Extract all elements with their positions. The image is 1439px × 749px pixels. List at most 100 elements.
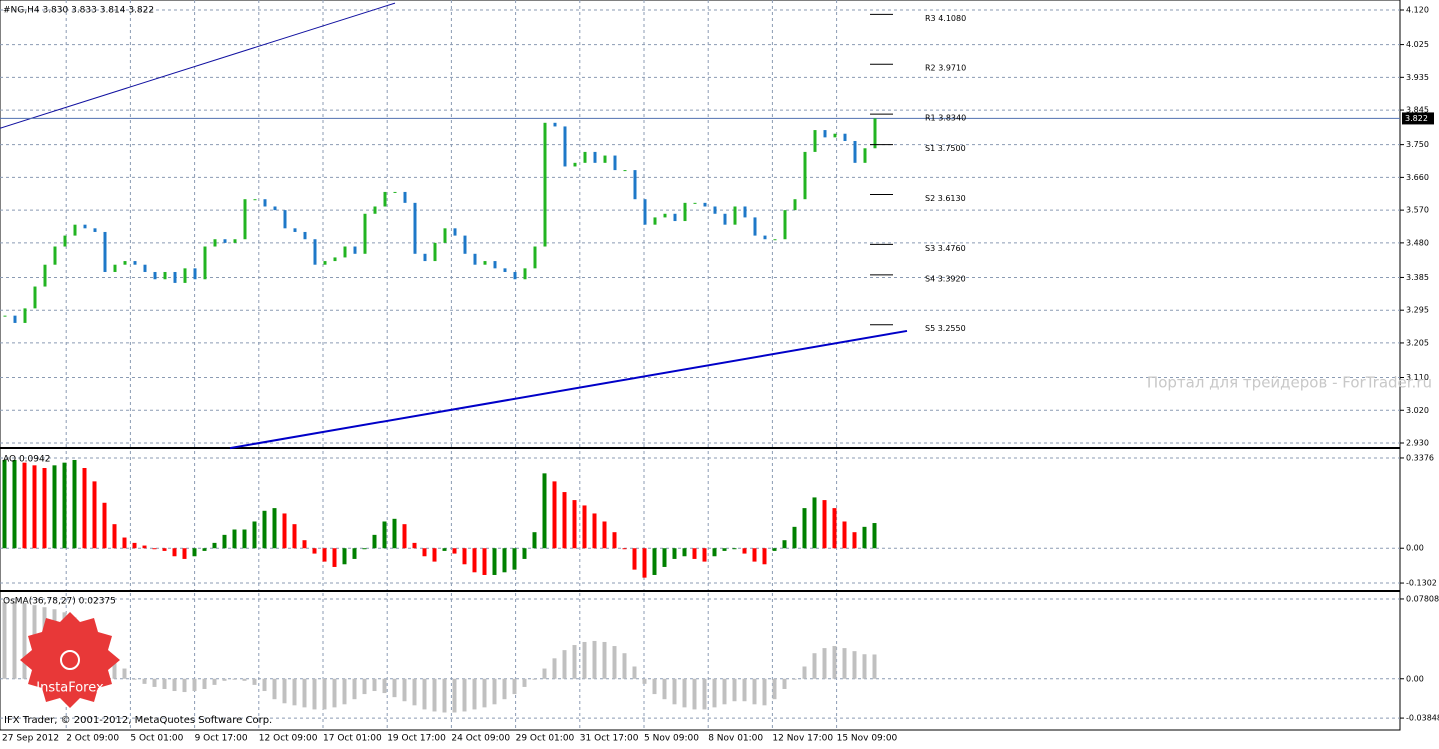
histogram-bar <box>2 459 7 549</box>
histogram-bar <box>612 532 617 549</box>
histogram-bar <box>532 532 537 549</box>
candle <box>423 253 427 262</box>
candle <box>683 202 687 222</box>
candle <box>33 286 37 309</box>
histogram-bar <box>802 508 807 549</box>
candle <box>133 261 137 265</box>
histogram-bar <box>572 500 577 549</box>
histogram-bar <box>642 678 647 684</box>
histogram-bar <box>682 548 687 557</box>
histogram-bar <box>242 678 247 681</box>
histogram-bar <box>542 473 547 549</box>
histogram-bar <box>342 678 347 705</box>
candle <box>383 191 387 207</box>
pivot-label: S2 3.6130 <box>925 194 966 203</box>
histogram-bar <box>52 465 57 549</box>
histogram-bar <box>252 521 257 549</box>
histogram-bar <box>232 529 237 549</box>
y-tick-label: 3.385 <box>1406 273 1429 282</box>
trendline <box>229 329 908 450</box>
candle <box>503 268 507 272</box>
trendline <box>0 2 396 129</box>
histogram-bar <box>282 678 287 704</box>
candle <box>733 206 737 225</box>
candle <box>273 206 277 211</box>
histogram-bar <box>352 678 357 700</box>
y-tick-label: 3.750 <box>1406 140 1429 149</box>
candle <box>863 148 867 163</box>
histogram-bar <box>482 548 487 575</box>
candle <box>573 162 577 167</box>
candle <box>83 224 87 229</box>
candle <box>623 170 627 172</box>
histogram-bar <box>682 678 687 708</box>
histogram-bar <box>732 678 737 702</box>
histogram-bar <box>552 658 557 679</box>
x-tick-label: 27 Sep 2012 <box>2 734 59 744</box>
histogram-bar <box>302 540 307 549</box>
histogram-bar <box>452 548 457 554</box>
candle <box>803 151 807 200</box>
histogram-bar <box>622 653 627 679</box>
histogram-bar <box>432 678 437 712</box>
y-tick-label: 0.07808 <box>1406 594 1439 603</box>
histogram-bar <box>372 678 377 692</box>
histogram-bar <box>582 641 587 679</box>
histogram-bar <box>272 508 277 549</box>
histogram-bar <box>792 678 797 680</box>
histogram-bar <box>812 497 817 549</box>
y-tick-label: 4.120 <box>1406 6 1429 15</box>
candle <box>823 130 827 138</box>
y-tick-label: 3.020 <box>1406 406 1429 415</box>
candle <box>763 235 767 240</box>
current-price-label: 3.822 <box>1405 114 1428 123</box>
histogram-bar <box>252 678 257 685</box>
y-tick-label: -0.1302 <box>1406 579 1437 588</box>
candle <box>93 228 97 232</box>
candle <box>193 268 197 280</box>
histogram-bar <box>642 548 647 578</box>
histogram-bar <box>202 678 207 689</box>
histogram-bar <box>332 678 337 708</box>
histogram-bar <box>732 548 737 550</box>
candle <box>373 206 377 214</box>
candle <box>233 239 237 243</box>
histogram-bar <box>192 678 197 692</box>
candle <box>753 217 757 236</box>
histogram-bar <box>262 678 267 692</box>
histogram-bar <box>132 542 137 549</box>
histogram-bar <box>462 678 467 712</box>
histogram-bar <box>812 653 817 679</box>
histogram-bar <box>372 534 377 549</box>
histogram-bar <box>32 465 37 549</box>
histogram-bar <box>452 678 457 713</box>
histogram-bar <box>762 678 767 706</box>
candle <box>513 271 517 280</box>
candle <box>453 228 457 236</box>
candle <box>393 191 397 193</box>
histogram-bar <box>292 524 297 549</box>
y-tick-label: 3.660 <box>1406 173 1429 182</box>
histogram-bar <box>802 666 807 679</box>
candle <box>873 118 877 149</box>
histogram-bar <box>702 548 707 562</box>
candle <box>143 264 147 272</box>
candle <box>543 122 547 247</box>
histogram-bar <box>442 548 447 551</box>
histogram-bar <box>142 678 147 684</box>
histogram-bar <box>352 548 357 559</box>
candle <box>773 239 777 241</box>
candle <box>163 271 167 280</box>
y-tick-label: 0.3376 <box>1406 453 1434 462</box>
x-tick-label: 19 Oct 17:00 <box>387 734 446 744</box>
histogram-bar <box>472 548 477 573</box>
histogram-bar <box>782 540 787 549</box>
histogram-bar <box>112 658 117 679</box>
y-tick-label: 3.480 <box>1406 238 1429 247</box>
candle <box>53 246 57 265</box>
histogram-bar <box>172 678 177 692</box>
indicator-label: AO 0.0942 <box>3 455 50 465</box>
histogram-bar <box>652 678 657 695</box>
histogram-bar <box>222 534 227 549</box>
candle <box>123 261 127 265</box>
